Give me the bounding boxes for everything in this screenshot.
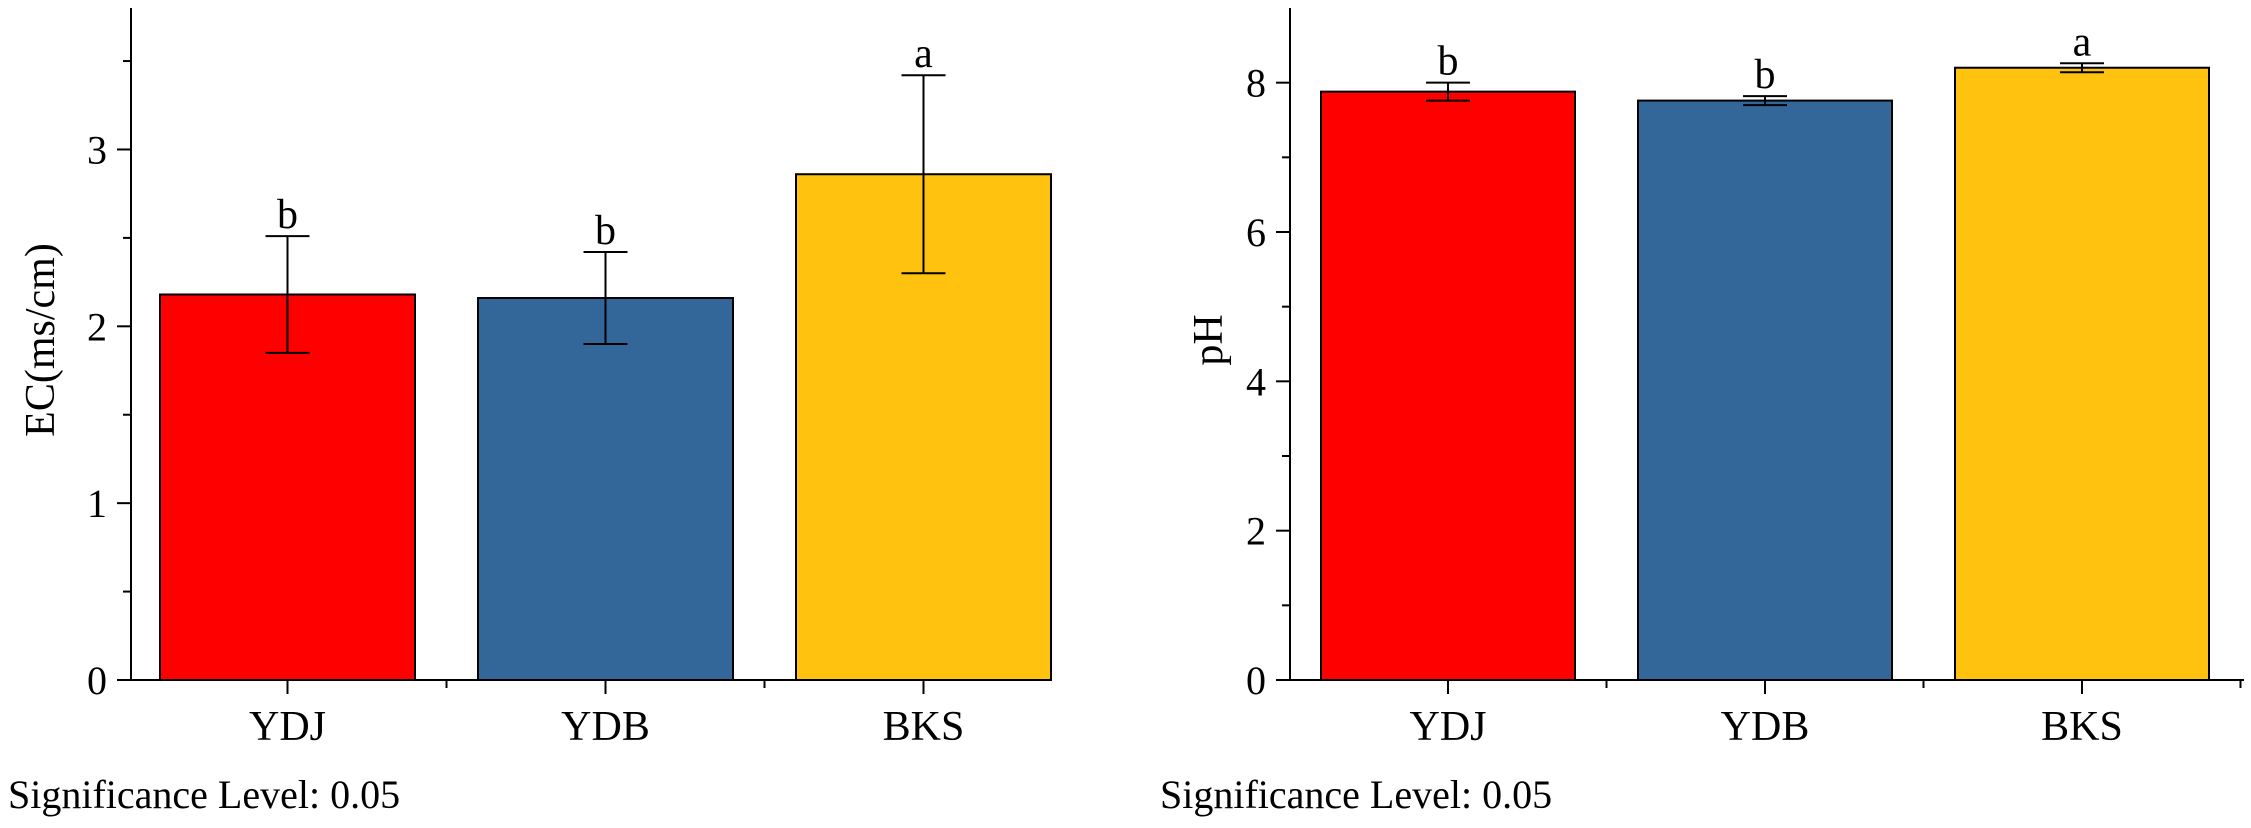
ec-bar-ydb xyxy=(477,297,734,681)
ph-bar-bks xyxy=(1954,66,2210,681)
ph-x-tick-label-ydj: YDJ xyxy=(1409,704,1486,750)
ec-significance-label-ydj: b xyxy=(277,192,298,238)
ph-x-tick-label-bks: BKS xyxy=(2041,704,2123,750)
ph-bar-ydb xyxy=(1637,99,1893,681)
ph-plot: b b a 0 2 4 6 8 YDJ YDB BKS xyxy=(1246,8,2244,750)
ec-y-tick-label: 0 xyxy=(87,658,107,703)
ph-x-tick-label-ydb: YDB xyxy=(1721,704,1810,750)
ec-y-tick-label: 3 xyxy=(87,127,107,172)
ec-significance-label-bks: a xyxy=(914,31,933,77)
ec-x-tick-label-ydb: YDB xyxy=(561,704,650,750)
ec-y-tick-label: 2 xyxy=(87,304,107,349)
ec-bar-ydj xyxy=(159,293,416,681)
ec-x-tick-label-bks: BKS xyxy=(883,704,965,750)
ph-chart-panel: pH b b a 0 2 4 6 8 YDJ YDB BKS Significance Level:… xyxy=(1160,8,2244,817)
ph-y-tick-label: 8 xyxy=(1246,61,1266,106)
ph-footnote: Significance Level: 0.05 xyxy=(1160,772,1552,817)
ec-x-tick-label-ydj: YDJ xyxy=(249,704,326,750)
ph-significance-label-bks: a xyxy=(2073,19,2092,65)
ph-y-tick-label: 0 xyxy=(1246,658,1266,703)
ec-footnote: Significance Level: 0.05 xyxy=(8,772,400,817)
ph-significance-label-ydb: b xyxy=(1755,52,1776,98)
ph-y-tick-label: 2 xyxy=(1246,509,1266,554)
ec-significance-label-ydb: b xyxy=(595,208,616,254)
ph-y-tick-label: 6 xyxy=(1246,210,1266,255)
ec-chart-panel: EC(ms/cm) b b a 0 1 2 3 YDJ YDB BKS Significance … xyxy=(8,8,1052,817)
ec-y-axis-title: EC(ms/cm) xyxy=(18,243,64,437)
ph-y-tick-label: 4 xyxy=(1246,359,1266,404)
ph-significance-label-ydj: b xyxy=(1438,39,1459,85)
ph-y-axis-title: pH xyxy=(1186,314,1232,365)
ec-plot: b b a 0 1 2 3 YDJ YDB BKS xyxy=(87,8,1052,750)
ph-bar-ydj xyxy=(1320,90,1576,682)
ec-y-tick-label: 1 xyxy=(87,481,107,526)
